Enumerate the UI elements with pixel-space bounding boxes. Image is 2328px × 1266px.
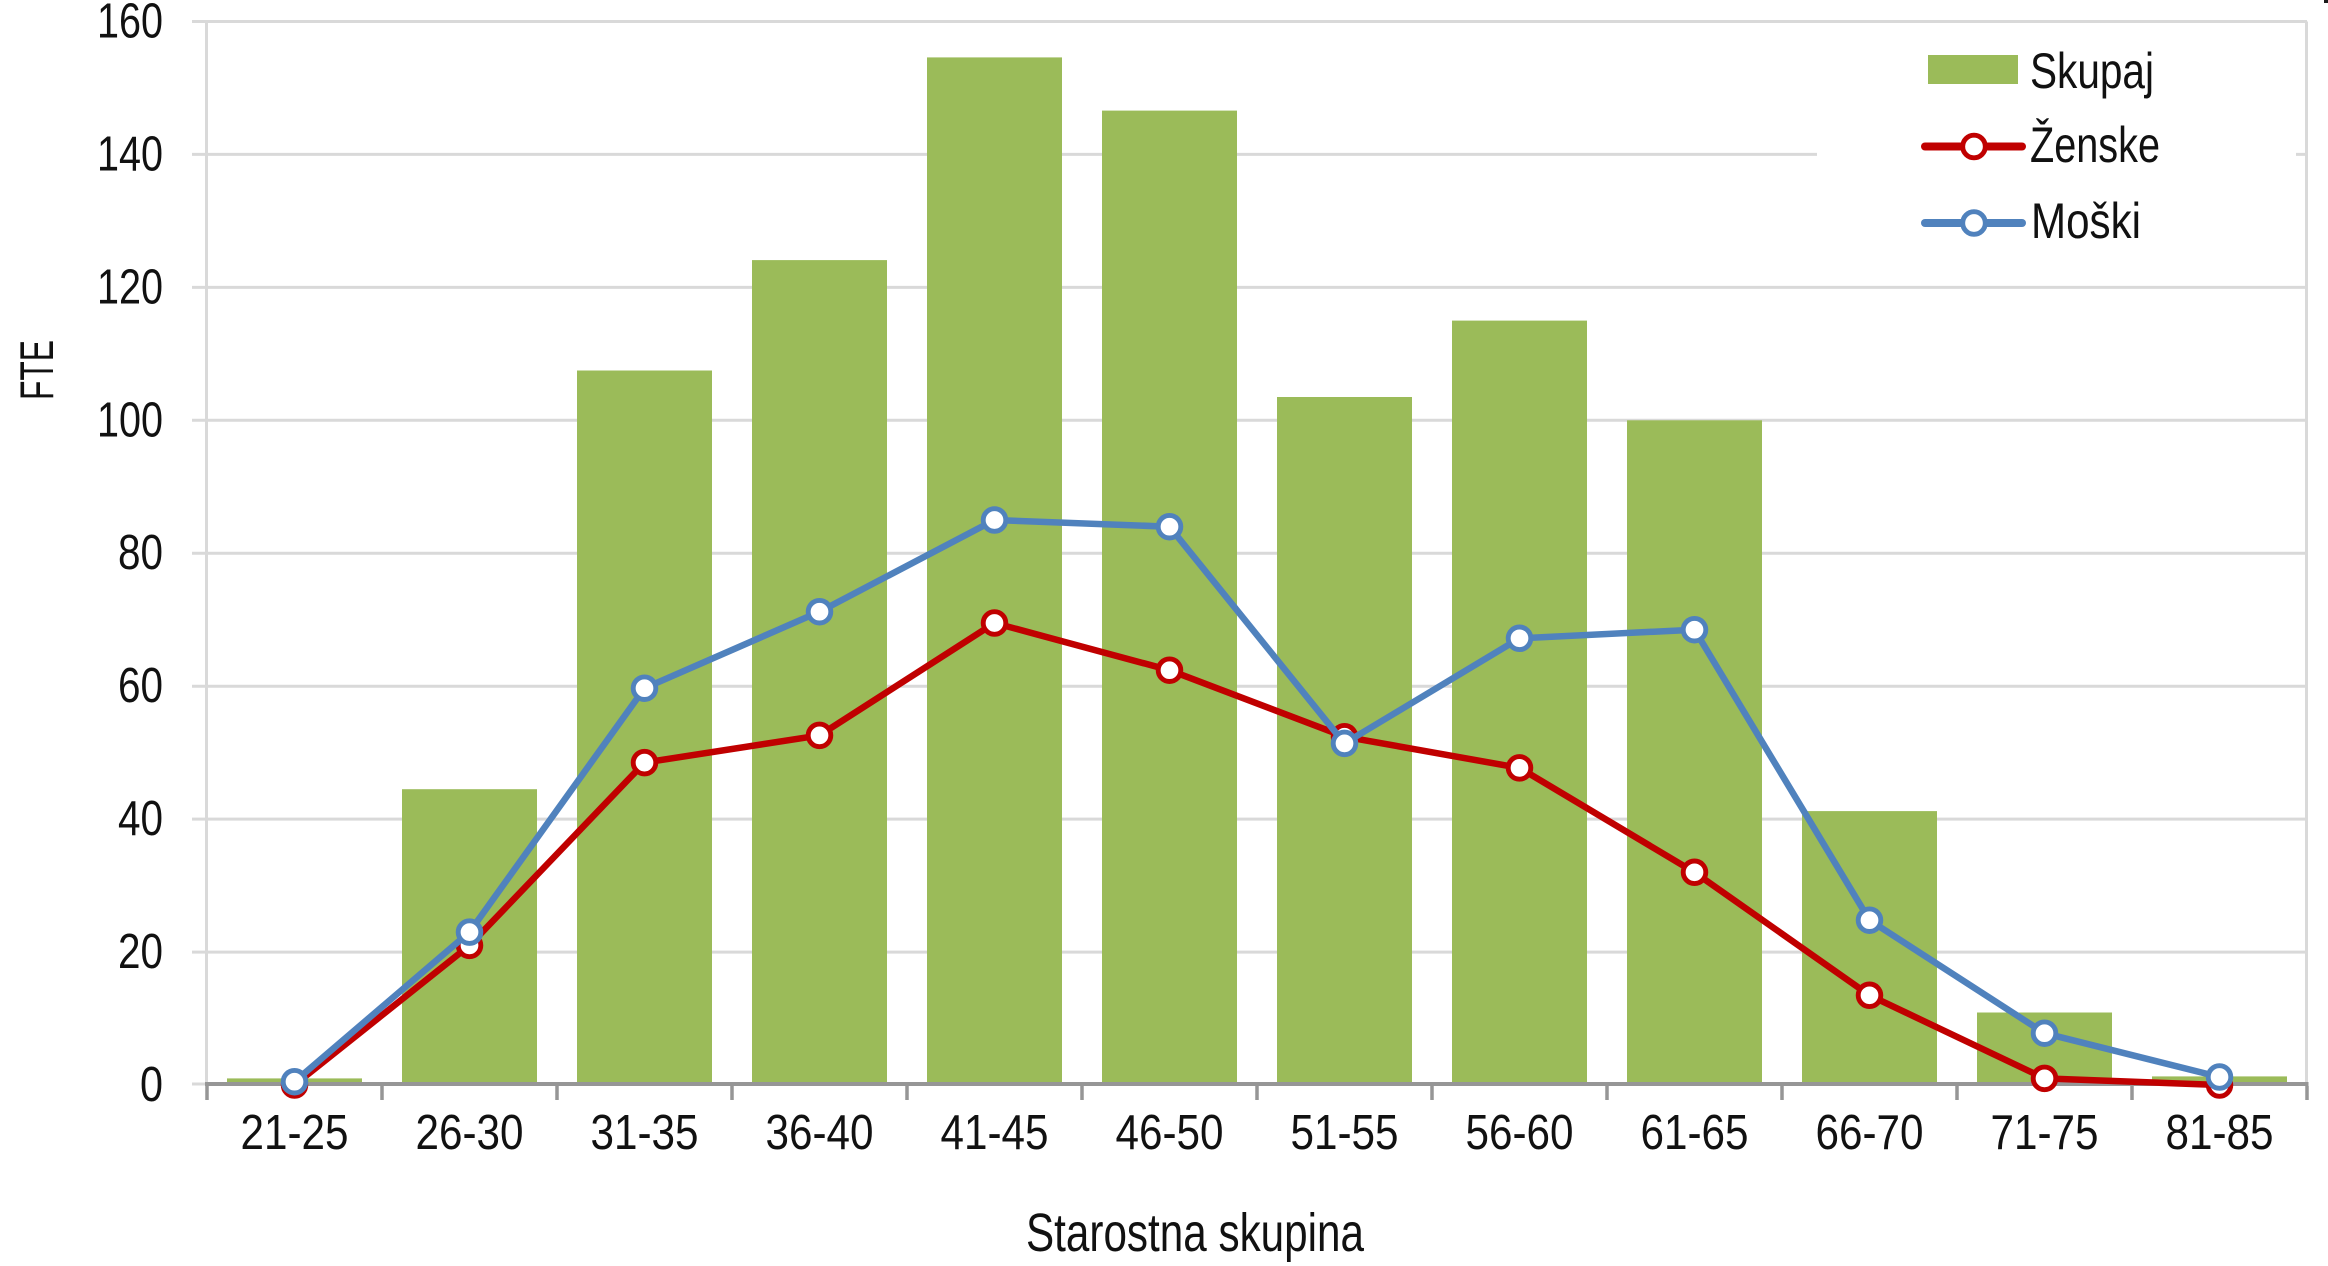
svg-text:51-55: 51-55: [1291, 1106, 1399, 1160]
svg-text:Moški: Moški: [2031, 193, 2141, 249]
svg-text:26-30: 26-30: [416, 1106, 524, 1160]
svg-text:20: 20: [118, 925, 163, 979]
svg-text:140: 140: [97, 127, 163, 181]
svg-text:40: 40: [118, 792, 163, 846]
svg-text:Starostna skupina: Starostna skupina: [1026, 1203, 1365, 1263]
svg-text:FTE: FTE: [10, 340, 63, 400]
svg-text:160: 160: [97, 0, 163, 49]
svg-text:36-40: 36-40: [766, 1106, 874, 1160]
svg-text:Ženske: Ženske: [2030, 117, 2160, 173]
svg-text:31-35: 31-35: [591, 1106, 699, 1160]
svg-text:61-65: 61-65: [1641, 1106, 1749, 1160]
svg-text:56-60: 56-60: [1466, 1106, 1574, 1160]
svg-text:60: 60: [118, 659, 163, 713]
svg-text:21-25: 21-25: [241, 1106, 349, 1160]
svg-text:120: 120: [97, 260, 163, 314]
svg-text:81-85: 81-85: [2166, 1106, 2274, 1160]
svg-text:0: 0: [140, 1058, 163, 1112]
svg-text:71-75: 71-75: [1991, 1106, 2099, 1160]
svg-text:Skupaj: Skupaj: [2030, 43, 2154, 99]
svg-text:100: 100: [97, 393, 163, 447]
svg-text:41-45: 41-45: [941, 1106, 1049, 1160]
svg-text:80: 80: [118, 526, 163, 580]
svg-text:66-70: 66-70: [1816, 1106, 1924, 1160]
svg-text:46-50: 46-50: [1116, 1106, 1224, 1160]
